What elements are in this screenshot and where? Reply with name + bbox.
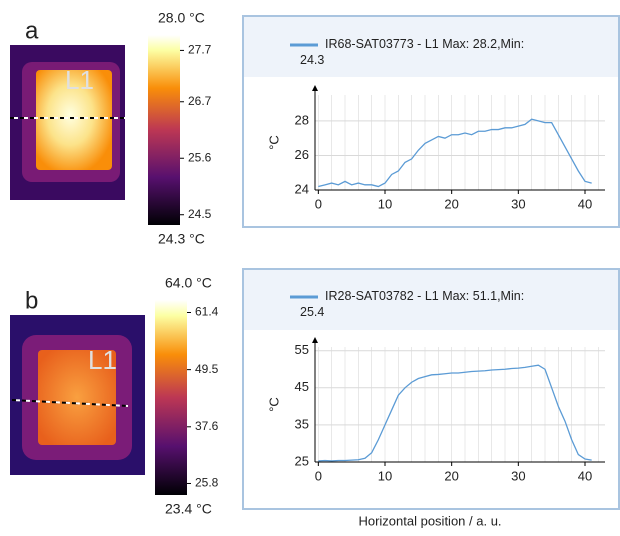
plot-area xyxy=(315,347,605,462)
colorbar xyxy=(148,35,180,225)
colorbar-max: 28.0 °C xyxy=(158,10,205,26)
colorbar-tick-label: 49.5 xyxy=(195,362,219,376)
data-line xyxy=(318,118,592,188)
colorbar-min: 23.4 °C xyxy=(165,501,212,517)
x-tick-label: 0 xyxy=(315,196,322,211)
plot-area xyxy=(315,95,605,190)
colorbar-max: 64.0 °C xyxy=(165,275,212,291)
profile-line xyxy=(11,399,129,407)
y-axis-label: °C xyxy=(266,397,281,412)
roi-label: L1 xyxy=(88,345,117,375)
colorbar-tick-label: 25.8 xyxy=(195,476,219,490)
x-tick-label: 40 xyxy=(578,196,592,211)
y-tick-label: 45 xyxy=(295,379,309,394)
chart-header xyxy=(244,270,618,330)
y-tick-label: 35 xyxy=(295,416,309,431)
colorbar-tick-label: 27.7 xyxy=(188,43,212,57)
y-tick-label: 28 xyxy=(295,112,309,127)
y-tick-label: 24 xyxy=(295,181,309,196)
data-line xyxy=(318,364,592,462)
panel-label: b xyxy=(25,287,38,314)
x-tick-label: 10 xyxy=(378,468,392,483)
y-tick-label: 26 xyxy=(295,147,309,162)
colorbar-tick-label: 37.6 xyxy=(195,419,219,433)
legend-label: IR28-SAT03782 - L1 Max: 51.1,Min: 25.4 xyxy=(300,289,528,319)
colorbar-min: 24.3 °C xyxy=(158,231,205,247)
colorbar xyxy=(155,300,187,495)
thermal-hot xyxy=(38,350,116,445)
panel-label: a xyxy=(25,17,39,44)
colorbar-tick-label: 26.7 xyxy=(188,94,212,108)
colorbar-tick-label: 24.5 xyxy=(188,207,212,221)
y-tick-label: 25 xyxy=(295,453,309,468)
colorbar-tick-label: 25.6 xyxy=(188,150,212,164)
y-arrow xyxy=(312,337,318,343)
roi-label: L1 xyxy=(65,65,94,95)
x-tick-label: 20 xyxy=(444,468,458,483)
x-tick-label: 30 xyxy=(511,468,525,483)
y-axis-label: °C xyxy=(266,135,281,150)
x-tick-label: 0 xyxy=(315,468,322,483)
thermal-hot xyxy=(36,70,112,170)
legend-label: IR68-SAT03773 - L1 Max: 28.2,Min: 24.3 xyxy=(300,37,528,67)
colorbar-tick-label: 61.4 xyxy=(195,305,219,319)
x-tick-label: 30 xyxy=(511,196,525,211)
y-arrow xyxy=(312,85,318,91)
chart-header xyxy=(244,17,618,77)
x-axis-label: Horizontal position / a. u. xyxy=(358,513,501,528)
x-tick-label: 10 xyxy=(378,196,392,211)
x-tick-label: 20 xyxy=(444,196,458,211)
x-tick-label: 40 xyxy=(578,468,592,483)
y-tick-label: 55 xyxy=(295,342,309,357)
